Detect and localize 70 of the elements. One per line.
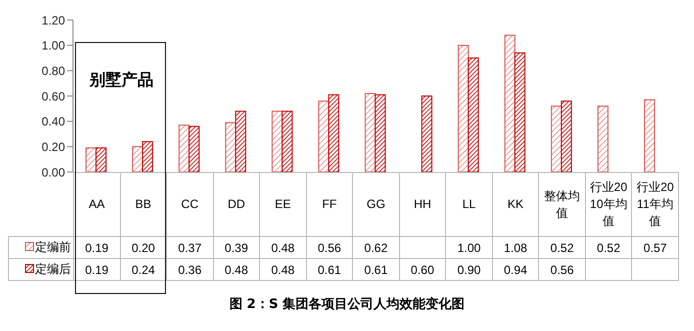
data-label: 0.57: [632, 236, 678, 258]
x-tick-label: AA: [88, 196, 106, 213]
bar: [318, 100, 330, 172]
bar: [272, 110, 283, 172]
legend-label: 定编前: [8, 236, 74, 258]
bar: [514, 52, 526, 172]
x-tick-label: CC: [180, 196, 200, 213]
bar: [468, 58, 479, 172]
bar: [282, 110, 293, 172]
x-tick-label: HH: [412, 196, 432, 213]
bar: [225, 122, 236, 172]
bar: [178, 124, 190, 172]
bar: [142, 141, 154, 172]
data-label: 0.24: [120, 258, 167, 280]
x-tick-label: 整体均值: [543, 188, 582, 222]
data-label: 0.61: [352, 258, 400, 280]
bar: [364, 92, 376, 172]
data-label: 0.52: [585, 236, 632, 258]
data-label: 0.48: [260, 258, 306, 280]
data-label: 0.36: [166, 258, 214, 280]
data-label: 0.56: [306, 236, 353, 258]
x-tick-label: KK: [506, 196, 525, 213]
legend-label: 定编后: [8, 258, 74, 280]
bar: [328, 94, 340, 172]
data-label: 1.00: [446, 236, 492, 258]
x-tick-label: GG: [366, 196, 386, 213]
bar: [374, 94, 386, 172]
x-tick-label: FF: [321, 196, 338, 213]
y-tick-label: 0.80: [42, 64, 66, 78]
data-label: 1.08: [492, 236, 539, 258]
data-label: 0.52: [538, 236, 586, 258]
data-label: 0.62: [352, 236, 400, 258]
x-tick-label: 行业2010年均值: [588, 179, 628, 230]
y-tick-label: 1.00: [42, 38, 66, 53]
x-tick-label: DD: [226, 196, 246, 213]
bar: [132, 146, 144, 172]
data-label: 0.20: [120, 236, 167, 258]
y-tick-label: 0.40: [42, 114, 66, 129]
data-label: 0.90: [446, 258, 492, 280]
y-tick-label: 0.00: [42, 165, 66, 180]
bar: [86, 147, 97, 172]
data-label: 0.19: [74, 236, 120, 258]
x-tick-label: LL: [461, 196, 477, 213]
y-tick-label: 0.60: [42, 89, 66, 104]
bar: [96, 147, 107, 172]
bar: [421, 96, 432, 172]
data-label: 0.56: [538, 258, 586, 280]
bar: [188, 126, 200, 172]
bar: [560, 100, 572, 172]
data-label: 0.39: [213, 236, 260, 258]
data-label: 0.37: [166, 236, 214, 258]
bar: [550, 106, 562, 172]
annotation: 别墅产品: [88, 70, 155, 91]
x-tick-label: EE: [274, 196, 292, 213]
bar: [644, 99, 655, 172]
bar: [597, 106, 608, 172]
text: 图 2：S 集团各项目公司人均效能变化图: [228, 296, 466, 313]
data-label: 0.94: [492, 258, 539, 280]
data-label: 0.61: [306, 258, 353, 280]
y-tick-label: 0.20: [42, 140, 66, 154]
x-tick-label: BB: [134, 196, 152, 213]
bar: [235, 110, 246, 172]
bar: [504, 34, 516, 172]
data-label: 0.60: [399, 258, 446, 280]
y-tick-label: 1.20: [42, 13, 66, 28]
data-label: 0.48: [260, 236, 306, 258]
bar: [458, 44, 469, 172]
x-tick-label: 行业2011年均值: [635, 179, 675, 230]
data-label: 0.19: [74, 258, 120, 280]
data-label: 0.48: [213, 258, 260, 280]
